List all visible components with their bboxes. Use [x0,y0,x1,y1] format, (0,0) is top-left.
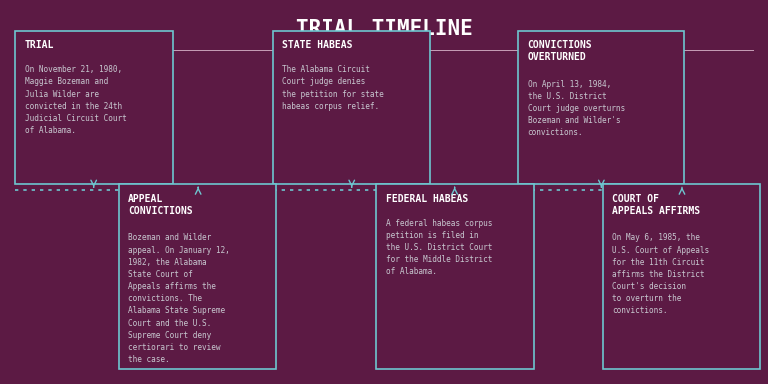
FancyBboxPatch shape [273,31,430,184]
Text: On November 21, 1980,
Maggie Bozeman and
Julia Wilder are
convicted in the 24th
: On November 21, 1980, Maggie Bozeman and… [25,65,126,135]
Text: FEDERAL HABEAS: FEDERAL HABEAS [386,194,468,204]
FancyBboxPatch shape [518,31,684,184]
Text: Bozeman and Wilder
appeal. On January 12,
1982, the Alabama
State Court of
Appea: Bozeman and Wilder appeal. On January 12… [128,233,230,364]
Text: TRIAL TIMELINE: TRIAL TIMELINE [296,19,472,39]
FancyBboxPatch shape [376,184,534,369]
Text: On May 6, 1985, the
U.S. Court of Appeals
for the 11th Circuit
affirms the Distr: On May 6, 1985, the U.S. Court of Appeal… [612,233,709,315]
Text: A federal habeas corpus
petition is filed in
the U.S. District Court
for the Mid: A federal habeas corpus petition is file… [386,219,492,276]
FancyBboxPatch shape [603,184,760,369]
Text: APPEAL
CONVICTIONS: APPEAL CONVICTIONS [128,194,193,215]
Text: CONVICTIONS
OVERTURNED: CONVICTIONS OVERTURNED [528,40,592,62]
FancyBboxPatch shape [15,31,173,184]
Text: TRIAL: TRIAL [25,40,54,50]
FancyBboxPatch shape [119,184,276,369]
Text: STATE HABEAS: STATE HABEAS [282,40,353,50]
Text: On April 13, 1984,
the U.S. District
Court judge overturns
Bozeman and Wilder's
: On April 13, 1984, the U.S. District Cou… [528,80,624,137]
Text: COURT OF
APPEALS AFFIRMS: COURT OF APPEALS AFFIRMS [612,194,700,215]
Text: The Alabama Circuit
Court judge denies
the petition for state
habeas corpus reli: The Alabama Circuit Court judge denies t… [282,65,383,111]
